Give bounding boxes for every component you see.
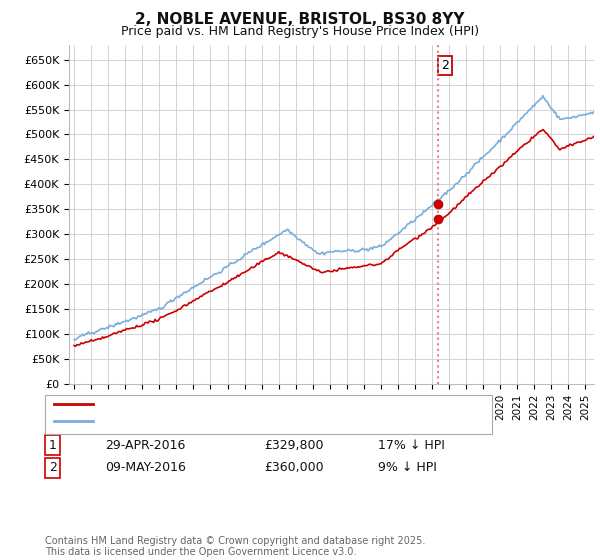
Text: HPI: Average price, detached house, South Gloucestershire: HPI: Average price, detached house, Sout… bbox=[99, 414, 448, 428]
Text: 2, NOBLE AVENUE, BRISTOL, BS30 8YY (detached house): 2, NOBLE AVENUE, BRISTOL, BS30 8YY (deta… bbox=[99, 398, 433, 411]
Text: Contains HM Land Registry data © Crown copyright and database right 2025.
This d: Contains HM Land Registry data © Crown c… bbox=[45, 535, 425, 557]
Text: £360,000: £360,000 bbox=[264, 461, 323, 474]
Text: Price paid vs. HM Land Registry's House Price Index (HPI): Price paid vs. HM Land Registry's House … bbox=[121, 25, 479, 38]
Text: 2: 2 bbox=[49, 461, 57, 474]
Text: 17% ↓ HPI: 17% ↓ HPI bbox=[378, 438, 445, 452]
Text: 29-APR-2016: 29-APR-2016 bbox=[105, 438, 185, 452]
Text: £329,800: £329,800 bbox=[264, 438, 323, 452]
Text: 1: 1 bbox=[49, 438, 57, 452]
Text: 9% ↓ HPI: 9% ↓ HPI bbox=[378, 461, 437, 474]
Text: 2: 2 bbox=[441, 59, 449, 72]
Text: 2, NOBLE AVENUE, BRISTOL, BS30 8YY: 2, NOBLE AVENUE, BRISTOL, BS30 8YY bbox=[135, 12, 465, 27]
Text: 09-MAY-2016: 09-MAY-2016 bbox=[105, 461, 186, 474]
